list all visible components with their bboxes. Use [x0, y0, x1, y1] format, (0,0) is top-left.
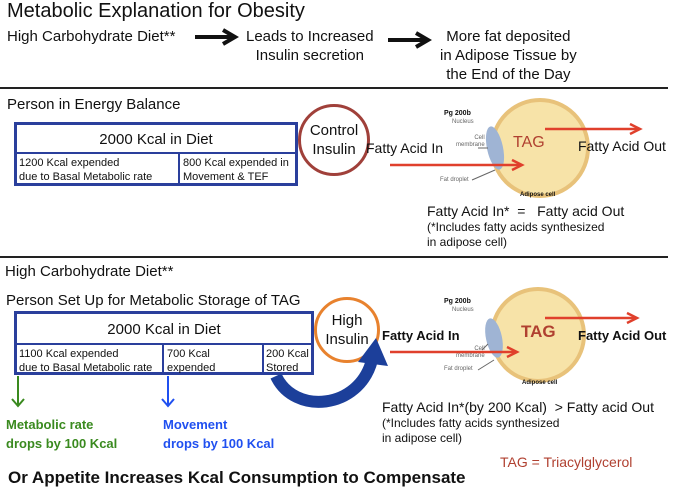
- metabolic-drop-text: Metabolic rate drops by 100 Kcal: [6, 417, 118, 451]
- arrow-right-icon: [388, 31, 432, 49]
- cell-title: Pg 200b: [444, 110, 471, 117]
- storage-heading: Person Set Up for Metabolic Storage of T…: [6, 292, 301, 309]
- balance-equation: Fatty Acid In* = Fatty acid Out: [427, 203, 625, 219]
- tag-label: TAG: [513, 134, 545, 151]
- adipose-cell-label: Adipose cell: [520, 192, 556, 198]
- flow-step-2: Leads to Increased Insulin secretion: [246, 28, 374, 64]
- curved-arrow-icon: [270, 338, 388, 408]
- high-insulin-badge: High Insulin: [314, 297, 380, 363]
- fatty-acid-in: Fatty Acid In: [366, 140, 444, 156]
- movement-drop-text: Movement drops by 100 Kcal: [163, 417, 275, 451]
- cell-title: Pg 200b: [444, 298, 471, 305]
- storage-diet-heading: High Carbohydrate Diet**: [5, 263, 174, 280]
- membrane-label: Cell membrane: [456, 135, 485, 148]
- control-insulin-badge: Control Insulin: [298, 104, 370, 176]
- flow-step-3: More fat deposited in Adipose Tissue by …: [440, 28, 577, 83]
- tag-label: TAG: [521, 322, 556, 341]
- balance-heading: Person in Energy Balance: [7, 96, 181, 113]
- fatty-acid-in: Fatty Acid In: [382, 328, 460, 343]
- flow-step-1: High Carbohydrate Diet**: [7, 28, 176, 45]
- diet-box: 2000 Kcal in Diet 1200 Kcal expended due…: [14, 122, 298, 186]
- slide-title: Metabolic Explanation for Obesity: [7, 0, 305, 22]
- tag-legend: TAG = Triacylglycerol: [500, 454, 633, 470]
- membrane-label: Cell membrane: [456, 346, 485, 359]
- storage-note: (*Includes fatty acids synthesized in ad…: [382, 416, 560, 445]
- arrow-down-icon: [11, 376, 25, 408]
- diet-box: 2000 Kcal in Diet 1100 Kcal expended due…: [14, 311, 314, 375]
- storage-equation: Fatty Acid In*(by 200 Kcal) > Fatty acid…: [382, 399, 654, 415]
- movement-cell: 800 Kcal expended in Movement & TEF: [178, 152, 298, 186]
- fatty-acid-out: Fatty Acid Out: [578, 328, 667, 343]
- adipose-cell-diagram: [390, 287, 640, 383]
- arrow-down-icon: [161, 376, 175, 408]
- arrow-right-icon: [195, 28, 239, 46]
- droplet-label: Fat droplet: [440, 177, 469, 183]
- adipose-cell-diagram: [390, 98, 643, 198]
- fatty-acid-out: Fatty Acid Out: [578, 138, 666, 154]
- balance-note: (*Includes fatty acids synthesized in ad…: [427, 220, 605, 249]
- basal-cell: 1200 Kcal expended due to Basal Metaboli…: [14, 152, 180, 186]
- diet-total: 2000 Kcal in Diet: [107, 321, 221, 338]
- movement-cell: 700 Kcal expended in Movement: [162, 343, 264, 375]
- droplet-label: Fat droplet: [444, 366, 473, 372]
- stored-cell: 200 Kcal Stored: [262, 343, 314, 375]
- divider: [0, 256, 668, 258]
- conclusion: Or Appetite Increases Kcal Consumption t…: [8, 468, 466, 487]
- nucleus-label: Nucleus: [452, 119, 474, 125]
- diet-total: 2000 Kcal in Diet: [99, 131, 213, 148]
- nucleus-label: Nucleus: [452, 307, 474, 313]
- basal-cell: 1100 Kcal expended due to Basal Metaboli…: [14, 343, 164, 375]
- divider: [0, 87, 668, 89]
- adipose-cell-label: Adipose cell: [522, 380, 558, 386]
